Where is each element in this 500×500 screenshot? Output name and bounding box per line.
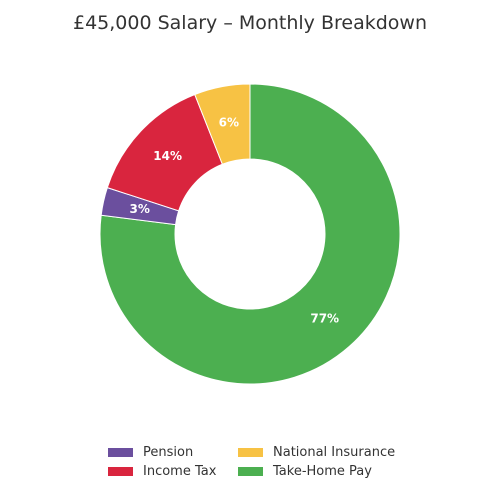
legend-swatch-national-insurance	[238, 447, 263, 457]
legend-item-take-home-pay: Take-Home Pay	[238, 463, 408, 479]
slice-take-home-pay	[99, 83, 401, 385]
slice-label-income-tax: 14%	[153, 149, 182, 163]
legend: Pension National Insurance Income Tax Ta…	[108, 444, 408, 479]
slice-label-national-insurance: 6%	[219, 116, 239, 130]
legend-swatch-take-home-pay	[238, 466, 263, 476]
legend-item-pension: Pension	[108, 444, 238, 460]
legend-item-income-tax: Income Tax	[108, 463, 238, 479]
legend-swatch-pension	[108, 447, 133, 457]
slice-national-insurance	[194, 83, 251, 165]
legend-label-take-home-pay: Take-Home Pay	[273, 463, 372, 479]
slice-label-pension: 3%	[130, 202, 150, 216]
legend-label-pension: Pension	[143, 444, 194, 460]
legend-swatch-income-tax	[108, 466, 133, 476]
legend-label-income-tax: Income Tax	[143, 463, 217, 479]
legend-item-national-insurance: National Insurance	[238, 444, 408, 460]
legend-label-national-insurance: National Insurance	[273, 444, 396, 460]
chart-title: £45,000 Salary – Monthly Breakdown	[72, 12, 427, 34]
slice-label-take-home-pay: 77%	[310, 311, 339, 325]
